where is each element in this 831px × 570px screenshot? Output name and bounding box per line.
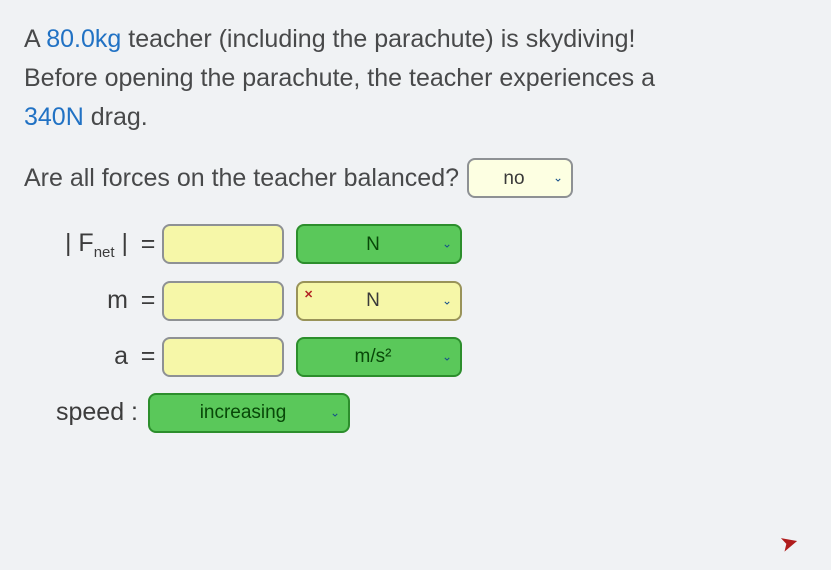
problem-text: A 80.0kg teacher (including the parachut… — [24, 20, 811, 136]
worksheet-page: A 80.0kg teacher (including the parachut… — [0, 0, 831, 453]
balanced-question-prompt: Are all forces on the teacher balanced? — [24, 159, 459, 198]
m-row: m = ✕ N ⌄ — [24, 281, 811, 321]
equals-sign: = — [134, 337, 162, 376]
balanced-select[interactable]: no ⌄ — [467, 158, 573, 198]
text-fragment: | F — [65, 229, 94, 257]
text-fragment: drag. — [84, 103, 148, 131]
chevron-down-icon: ⌄ — [442, 347, 452, 366]
fnet-value-input[interactable] — [162, 224, 284, 264]
mass-value: 80.0kg — [46, 25, 121, 53]
drag-value: 340N — [24, 103, 84, 131]
m-unit-select[interactable]: ✕ N ⌄ — [296, 281, 462, 321]
fnet-unit-value: N — [366, 230, 380, 259]
text-fragment: Before opening the parachute, the teache… — [24, 64, 655, 92]
cursor-icon: ➤ — [777, 528, 802, 558]
fnet-label: | Fnet | — [24, 224, 134, 264]
text-fragment: A — [24, 25, 46, 53]
a-unit-select[interactable]: m/s² ⌄ — [296, 337, 462, 377]
a-value-input[interactable] — [162, 337, 284, 377]
equation-table: | Fnet | = N ⌄ m = ✕ N ⌄ a = m/s² — [24, 224, 811, 432]
speed-select[interactable]: increasing ⌄ — [148, 393, 350, 433]
speed-label: speed : — [24, 393, 148, 432]
equals-sign: = — [134, 281, 162, 320]
m-unit-value: N — [366, 286, 380, 315]
speed-select-value: increasing — [200, 398, 287, 427]
m-label: m — [24, 281, 134, 320]
equals-sign: = — [134, 225, 162, 264]
fnet-unit-select[interactable]: N ⌄ — [296, 224, 462, 264]
balanced-select-value: no — [503, 164, 524, 193]
m-value-input[interactable] — [162, 281, 284, 321]
chevron-down-icon: ⌄ — [442, 235, 452, 254]
a-unit-value: m/s² — [355, 342, 392, 371]
a-row: a = m/s² ⌄ — [24, 337, 811, 377]
text-fragment: net — [94, 244, 115, 261]
wrong-x-icon: ✕ — [304, 287, 313, 304]
a-label: a — [24, 337, 134, 376]
fnet-row: | Fnet | = N ⌄ — [24, 224, 811, 264]
text-fragment: | — [115, 229, 128, 257]
text-fragment: teacher (including the parachute) is sky… — [121, 25, 635, 53]
balanced-question-block: Are all forces on the teacher balanced? … — [24, 158, 811, 198]
chevron-down-icon: ⌄ — [553, 169, 563, 188]
chevron-down-icon: ⌄ — [330, 403, 340, 422]
chevron-down-icon: ⌄ — [442, 291, 452, 310]
speed-row: speed : increasing ⌄ — [24, 393, 811, 433]
